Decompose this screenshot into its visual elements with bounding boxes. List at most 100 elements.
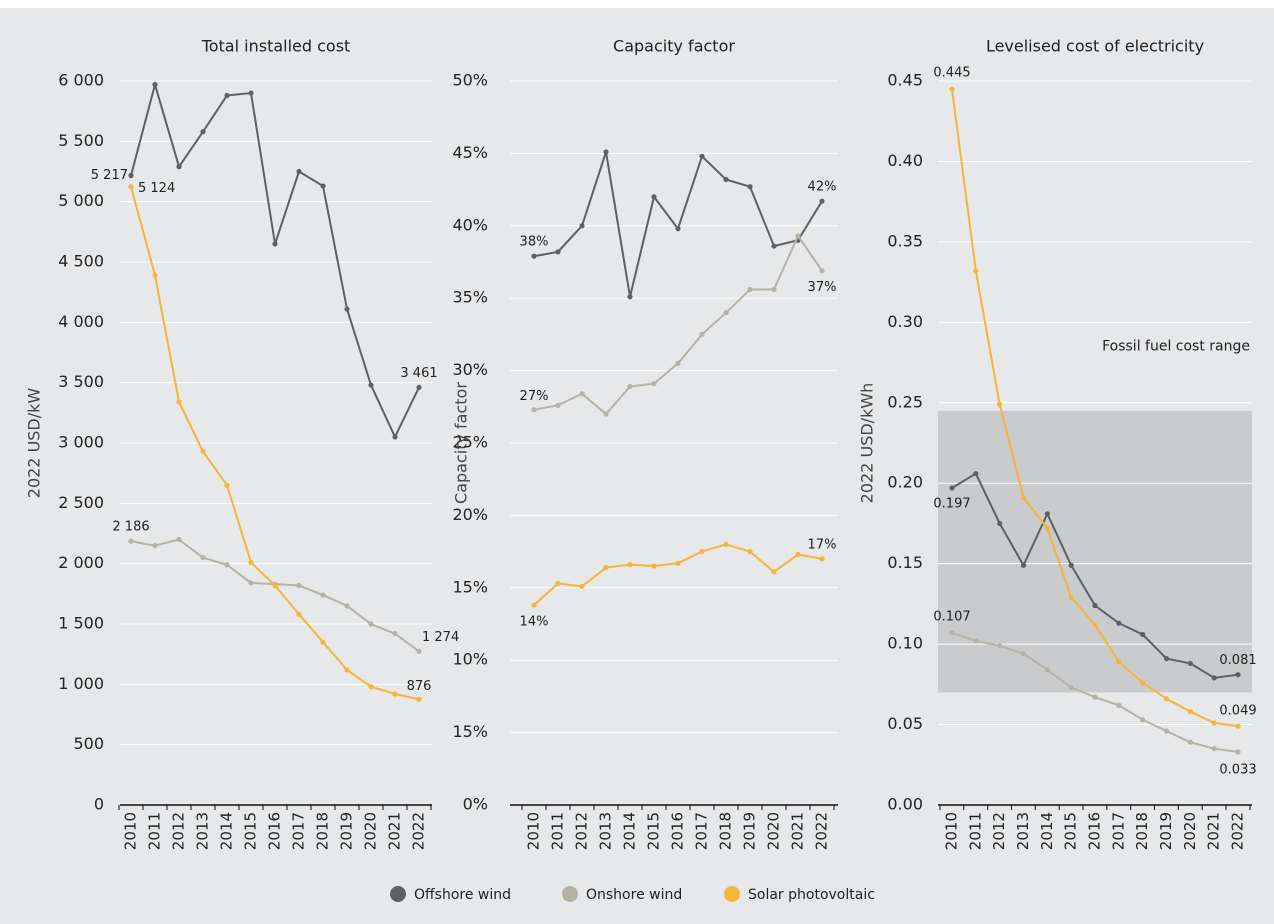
y-tick-label: 45% xyxy=(452,143,488,162)
data-point xyxy=(723,310,729,316)
data-point xyxy=(1163,728,1170,734)
data-point xyxy=(579,391,585,397)
data-point xyxy=(368,684,374,690)
data-point xyxy=(416,696,422,702)
data-point xyxy=(1020,562,1027,568)
data-point xyxy=(344,306,350,312)
x-tick-label: 2013 xyxy=(1014,812,1032,850)
value-label: 0.049 xyxy=(1219,704,1256,719)
data-point xyxy=(627,294,633,300)
value-label: 3 461 xyxy=(400,366,437,381)
value-label: 0.197 xyxy=(933,497,970,512)
data-point xyxy=(416,384,422,390)
x-tick-label: 2012 xyxy=(170,812,188,850)
y-axis-label: Capacity factor xyxy=(452,382,471,504)
x-tick-label: 2017 xyxy=(290,812,308,850)
data-point xyxy=(392,691,398,697)
data-point xyxy=(819,556,825,562)
data-point xyxy=(1187,739,1193,745)
data-point xyxy=(1092,694,1098,700)
data-point xyxy=(675,226,681,232)
band-label: Fossil fuel cost range xyxy=(1102,338,1250,354)
data-point xyxy=(603,411,609,417)
data-point xyxy=(603,564,609,571)
chart-title: Levelised cost of electricity xyxy=(986,37,1204,56)
x-tick-label: 2022 xyxy=(1229,812,1247,850)
x-tick-label: 2012 xyxy=(573,812,591,850)
value-label: 42% xyxy=(808,180,837,195)
y-tick-label: 0.25 xyxy=(887,392,923,411)
data-point xyxy=(675,560,681,566)
x-tick-label: 2022 xyxy=(813,812,831,850)
y-tick-label: 0.30 xyxy=(887,312,923,331)
x-tick-label: 2015 xyxy=(242,812,260,850)
legend-marker xyxy=(724,886,740,902)
data-point xyxy=(248,559,254,566)
x-tick-label: 2010 xyxy=(122,812,140,850)
y-tick-label: 0.40 xyxy=(887,151,923,170)
x-tick-label: 2016 xyxy=(669,812,687,850)
value-label: 14% xyxy=(520,615,549,630)
data-point xyxy=(747,184,753,190)
x-tick-label: 2021 xyxy=(789,812,807,850)
data-point xyxy=(555,580,561,587)
data-point xyxy=(1044,667,1050,673)
data-point xyxy=(1163,655,1170,662)
x-tick-label: 2011 xyxy=(549,812,567,850)
data-point xyxy=(1068,594,1074,601)
value-label: 0.107 xyxy=(933,609,970,624)
y-tick-label: 3 000 xyxy=(58,433,104,452)
y-tick-label: 0% xyxy=(463,795,488,814)
x-tick-label: 2011 xyxy=(966,812,984,850)
y-tick-label: 0 xyxy=(94,795,104,814)
x-tick-label: 2013 xyxy=(597,812,615,850)
y-tick-label: 5 500 xyxy=(58,131,104,150)
data-point xyxy=(392,434,398,440)
data-point xyxy=(949,485,955,491)
data-point xyxy=(272,241,278,247)
value-label: 27% xyxy=(520,389,549,404)
data-point xyxy=(152,82,158,88)
data-point xyxy=(579,223,585,229)
value-label: 876 xyxy=(407,679,432,694)
data-point xyxy=(747,286,753,293)
data-point xyxy=(392,631,398,637)
data-point xyxy=(997,401,1003,407)
data-point xyxy=(675,360,681,366)
value-label: 2 186 xyxy=(112,520,149,535)
x-tick-label: 2015 xyxy=(1062,812,1080,850)
y-tick-label: 2 000 xyxy=(58,553,104,572)
y-tick-label: 0.15 xyxy=(887,553,923,572)
y-tick-label: 0.10 xyxy=(887,634,923,653)
y-tick-label: 5 000 xyxy=(58,191,104,210)
value-label: 1 274 xyxy=(422,630,459,645)
data-point xyxy=(723,176,729,183)
y-tick-label: 15% xyxy=(452,722,488,741)
x-tick-label: 2013 xyxy=(194,812,212,850)
legend-marker xyxy=(390,886,406,902)
data-point xyxy=(771,286,777,293)
y-tick-label: 1 500 xyxy=(58,614,104,633)
data-point xyxy=(1116,702,1122,708)
data-point xyxy=(320,183,326,189)
data-point xyxy=(699,549,705,555)
y-tick-label: 2 500 xyxy=(58,493,104,512)
x-tick-label: 2015 xyxy=(645,812,663,850)
data-point xyxy=(1211,720,1217,726)
x-tick-label: 2022 xyxy=(410,812,428,850)
data-point xyxy=(224,482,230,488)
data-point xyxy=(627,383,633,390)
data-point xyxy=(973,638,979,644)
x-tick-label: 2018 xyxy=(1133,812,1151,850)
x-tick-label: 2021 xyxy=(1205,812,1223,850)
x-tick-label: 2010 xyxy=(943,812,961,850)
x-tick-label: 2016 xyxy=(266,812,284,850)
data-point xyxy=(973,470,979,477)
x-tick-label: 2017 xyxy=(1109,812,1127,850)
x-tick-label: 2014 xyxy=(1038,812,1056,850)
value-label: 0.081 xyxy=(1219,653,1256,668)
chart-title: Total installed cost xyxy=(201,37,351,56)
data-point xyxy=(699,331,705,337)
data-point xyxy=(531,407,537,413)
data-point xyxy=(579,583,585,589)
